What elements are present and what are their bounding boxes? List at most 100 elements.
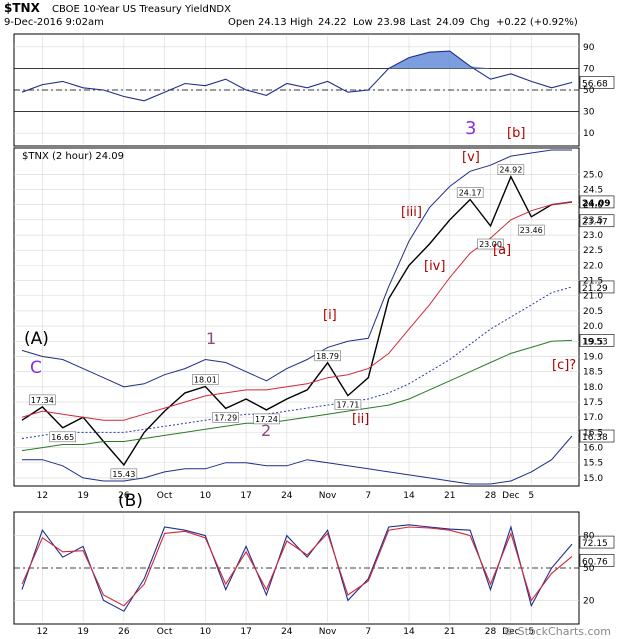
bottom-y-tick-label: 20	[583, 596, 595, 606]
axis-labels: 103050709015.015.516.016.517.017.518.018…	[37, 43, 604, 637]
wave-label-i: [i]	[323, 308, 337, 323]
point-label: 17.71	[336, 401, 359, 410]
last-value: 24.09	[436, 17, 465, 28]
point-label: 24.92	[499, 166, 522, 175]
price-x-tick-label: 10	[200, 491, 212, 501]
low-label: Low	[353, 17, 373, 28]
price-y-tick-label: 16.0	[583, 444, 603, 454]
slow-ma-tag-box	[579, 334, 615, 347]
bottom-x-tick-label: 5	[528, 627, 534, 637]
price-y-tick-label: 18.5	[583, 368, 603, 378]
chg-label: Chg	[470, 17, 490, 28]
wave-label-B: (B)	[118, 491, 143, 511]
price-y-tick-label: 19.0	[583, 352, 603, 362]
oscillator-current-label: 56.68	[582, 79, 608, 89]
price-panel-frame	[13, 147, 580, 487]
point-label-box	[49, 431, 76, 443]
bottom-x-tick-label: Oct	[157, 627, 173, 637]
stoch-d-line	[21, 526, 573, 607]
price-x-tick-label: 17	[240, 491, 251, 501]
wave-label-v: [v]	[462, 150, 480, 165]
wave-label-ii: [ii]	[352, 412, 369, 427]
wave-label-a: [a]	[493, 243, 511, 258]
mid-ma-line	[21, 286, 573, 439]
price-panel-label: $TNX (2 hour) 24.09	[22, 151, 124, 162]
point-label-box	[314, 350, 341, 362]
point-label-box	[334, 399, 362, 410]
point-label-box	[110, 468, 138, 480]
price-x-tick-label: Nov	[319, 491, 337, 501]
price-x-tick-label: 19	[77, 491, 89, 501]
price-y-tick-label: 23.0	[583, 231, 603, 241]
point-label-box	[212, 412, 239, 423]
top-y-tick-label: 10	[583, 129, 595, 139]
price-y-tick-label: 15.0	[583, 474, 603, 484]
last-price-tag: 24.09	[579, 195, 615, 209]
top-y-tick-label: 30	[583, 108, 595, 118]
overbought-fill	[22, 51, 572, 69]
price-x-tick-label: 28	[485, 491, 497, 501]
price-y-tick-label: 25.0	[583, 170, 603, 180]
point-label: 23.00	[479, 240, 502, 249]
wave-label-1: 1	[206, 329, 216, 348]
point-label-box	[477, 238, 504, 250]
wave-label-iii: [iii]	[401, 205, 422, 220]
price-y-tick-label: 21.0	[583, 292, 603, 302]
last-label: Last	[410, 17, 431, 28]
slow-ma-tag: 19.53	[579, 334, 615, 347]
wave-label-b: [b]	[507, 126, 525, 141]
bottom-x-tick-label: 21	[444, 627, 455, 637]
stoch-tag-text: 72.15	[582, 539, 608, 549]
point-label-box	[253, 413, 280, 425]
price-series	[21, 175, 573, 467]
open-value: 24.13	[258, 17, 287, 28]
point-label: 16.65	[51, 433, 74, 442]
symbol-title: $TNX	[4, 1, 41, 15]
price-x-tick-label: 12	[37, 491, 48, 501]
high-value: 24.22	[318, 17, 347, 28]
wave-label-2: 2	[261, 421, 271, 440]
instrument-name: CBOE 10-Year US Treasury Yield	[52, 4, 209, 15]
last-price-tag-box	[579, 195, 615, 209]
point-label-box	[456, 187, 484, 198]
slow-ma-tag-text: 19.53	[582, 337, 608, 347]
point-label: 15.43	[112, 470, 135, 479]
price-y-tick-label: 18.0	[583, 383, 603, 393]
bottom-x-tick-label: 17	[240, 627, 251, 637]
price-x-tick-label: 14	[403, 491, 415, 501]
price-y-tick-label: 16.5	[583, 428, 603, 438]
stoch-tag-0: 72.15	[579, 535, 615, 549]
oscillator-current-box	[579, 76, 615, 89]
fast-ma-tag: 23.47	[579, 214, 615, 228]
fast-ma-tag-box	[579, 214, 615, 228]
price-y-tick-label: 24.0	[583, 201, 603, 211]
fast-ma-tag-text: 23.47	[582, 218, 608, 228]
price-y-tick-label: 22.0	[583, 261, 603, 271]
wave-label-iv: [iv]	[424, 259, 445, 274]
bottom-x-tick-label: 24	[281, 627, 293, 637]
lower-band-tag-box	[579, 429, 615, 443]
wave-label-c: [c]?	[552, 358, 576, 373]
mid-ma-tag-box	[579, 280, 615, 294]
wave-label-3: 3	[465, 118, 476, 139]
top-y-tick-label: 90	[583, 43, 595, 53]
price-x-tick-label: 5	[528, 491, 534, 501]
top-oscillator-panel: 56.68	[14, 50, 615, 112]
bottom-x-tick-label: Nov	[319, 627, 337, 637]
lower-band-line	[22, 435, 573, 485]
point-label-box	[518, 224, 545, 236]
price-y-tick-label: 17.0	[583, 413, 603, 423]
price-y-tick-label: 24.5	[583, 185, 603, 195]
bottom-x-tick-label: 7	[365, 627, 371, 637]
price-y-tick-label: 17.5	[583, 398, 603, 408]
bottom-x-tick-label: Dec	[502, 627, 519, 637]
stoch-tag-box	[579, 554, 615, 567]
price-y-tick-label: 22.5	[583, 246, 603, 256]
point-label: 17.24	[255, 415, 278, 424]
high-label: High	[290, 17, 313, 28]
exchange-label: INDX	[206, 4, 231, 15]
lower-band-tag: 16.38	[579, 429, 615, 443]
price-y-tick-label: 19.5	[583, 337, 603, 347]
